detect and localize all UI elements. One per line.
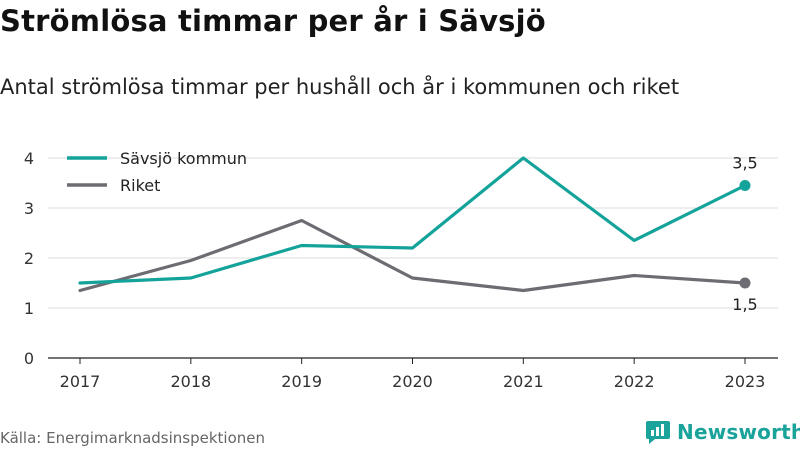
x-tick-label: 2020 [392,372,433,391]
y-tick-label: 2 [24,249,34,268]
chart-subtitle: Antal strömlösa timmar per hushåll och å… [0,75,680,99]
chart-title: Strömlösa timmar per år i Sävsjö [0,4,546,38]
y-tick-label: 1 [24,299,34,318]
x-tick-label: 2018 [170,372,211,391]
end-value-label: 3,5 [732,154,757,173]
end-point-marker [739,180,751,191]
legend-label: Sävsjö kommun [120,149,247,168]
y-tick-label: 0 [24,349,34,368]
x-tick-label: 2022 [614,372,655,391]
legend-label: Riket [120,176,160,195]
x-tick-label: 2019 [281,372,322,391]
brand-name: Newsworthy [677,420,800,444]
x-tick-label: 2017 [60,372,101,391]
y-tick-label: 3 [24,199,34,218]
y-tick-label: 4 [24,149,34,168]
end-point-marker [739,277,751,289]
newsworthy-icon [646,421,670,444]
series-line-sävsjö-kommun [78,156,747,285]
source-note: Källa: Energimarknadsinspektionen [0,429,266,447]
end-value-label: 1,5 [732,295,757,314]
x-tick-label: 2023 [725,372,766,391]
series-line-riket [78,218,747,293]
newsworthy-logo: Newsworthy [645,419,800,445]
x-tick-label: 2021 [503,372,544,391]
